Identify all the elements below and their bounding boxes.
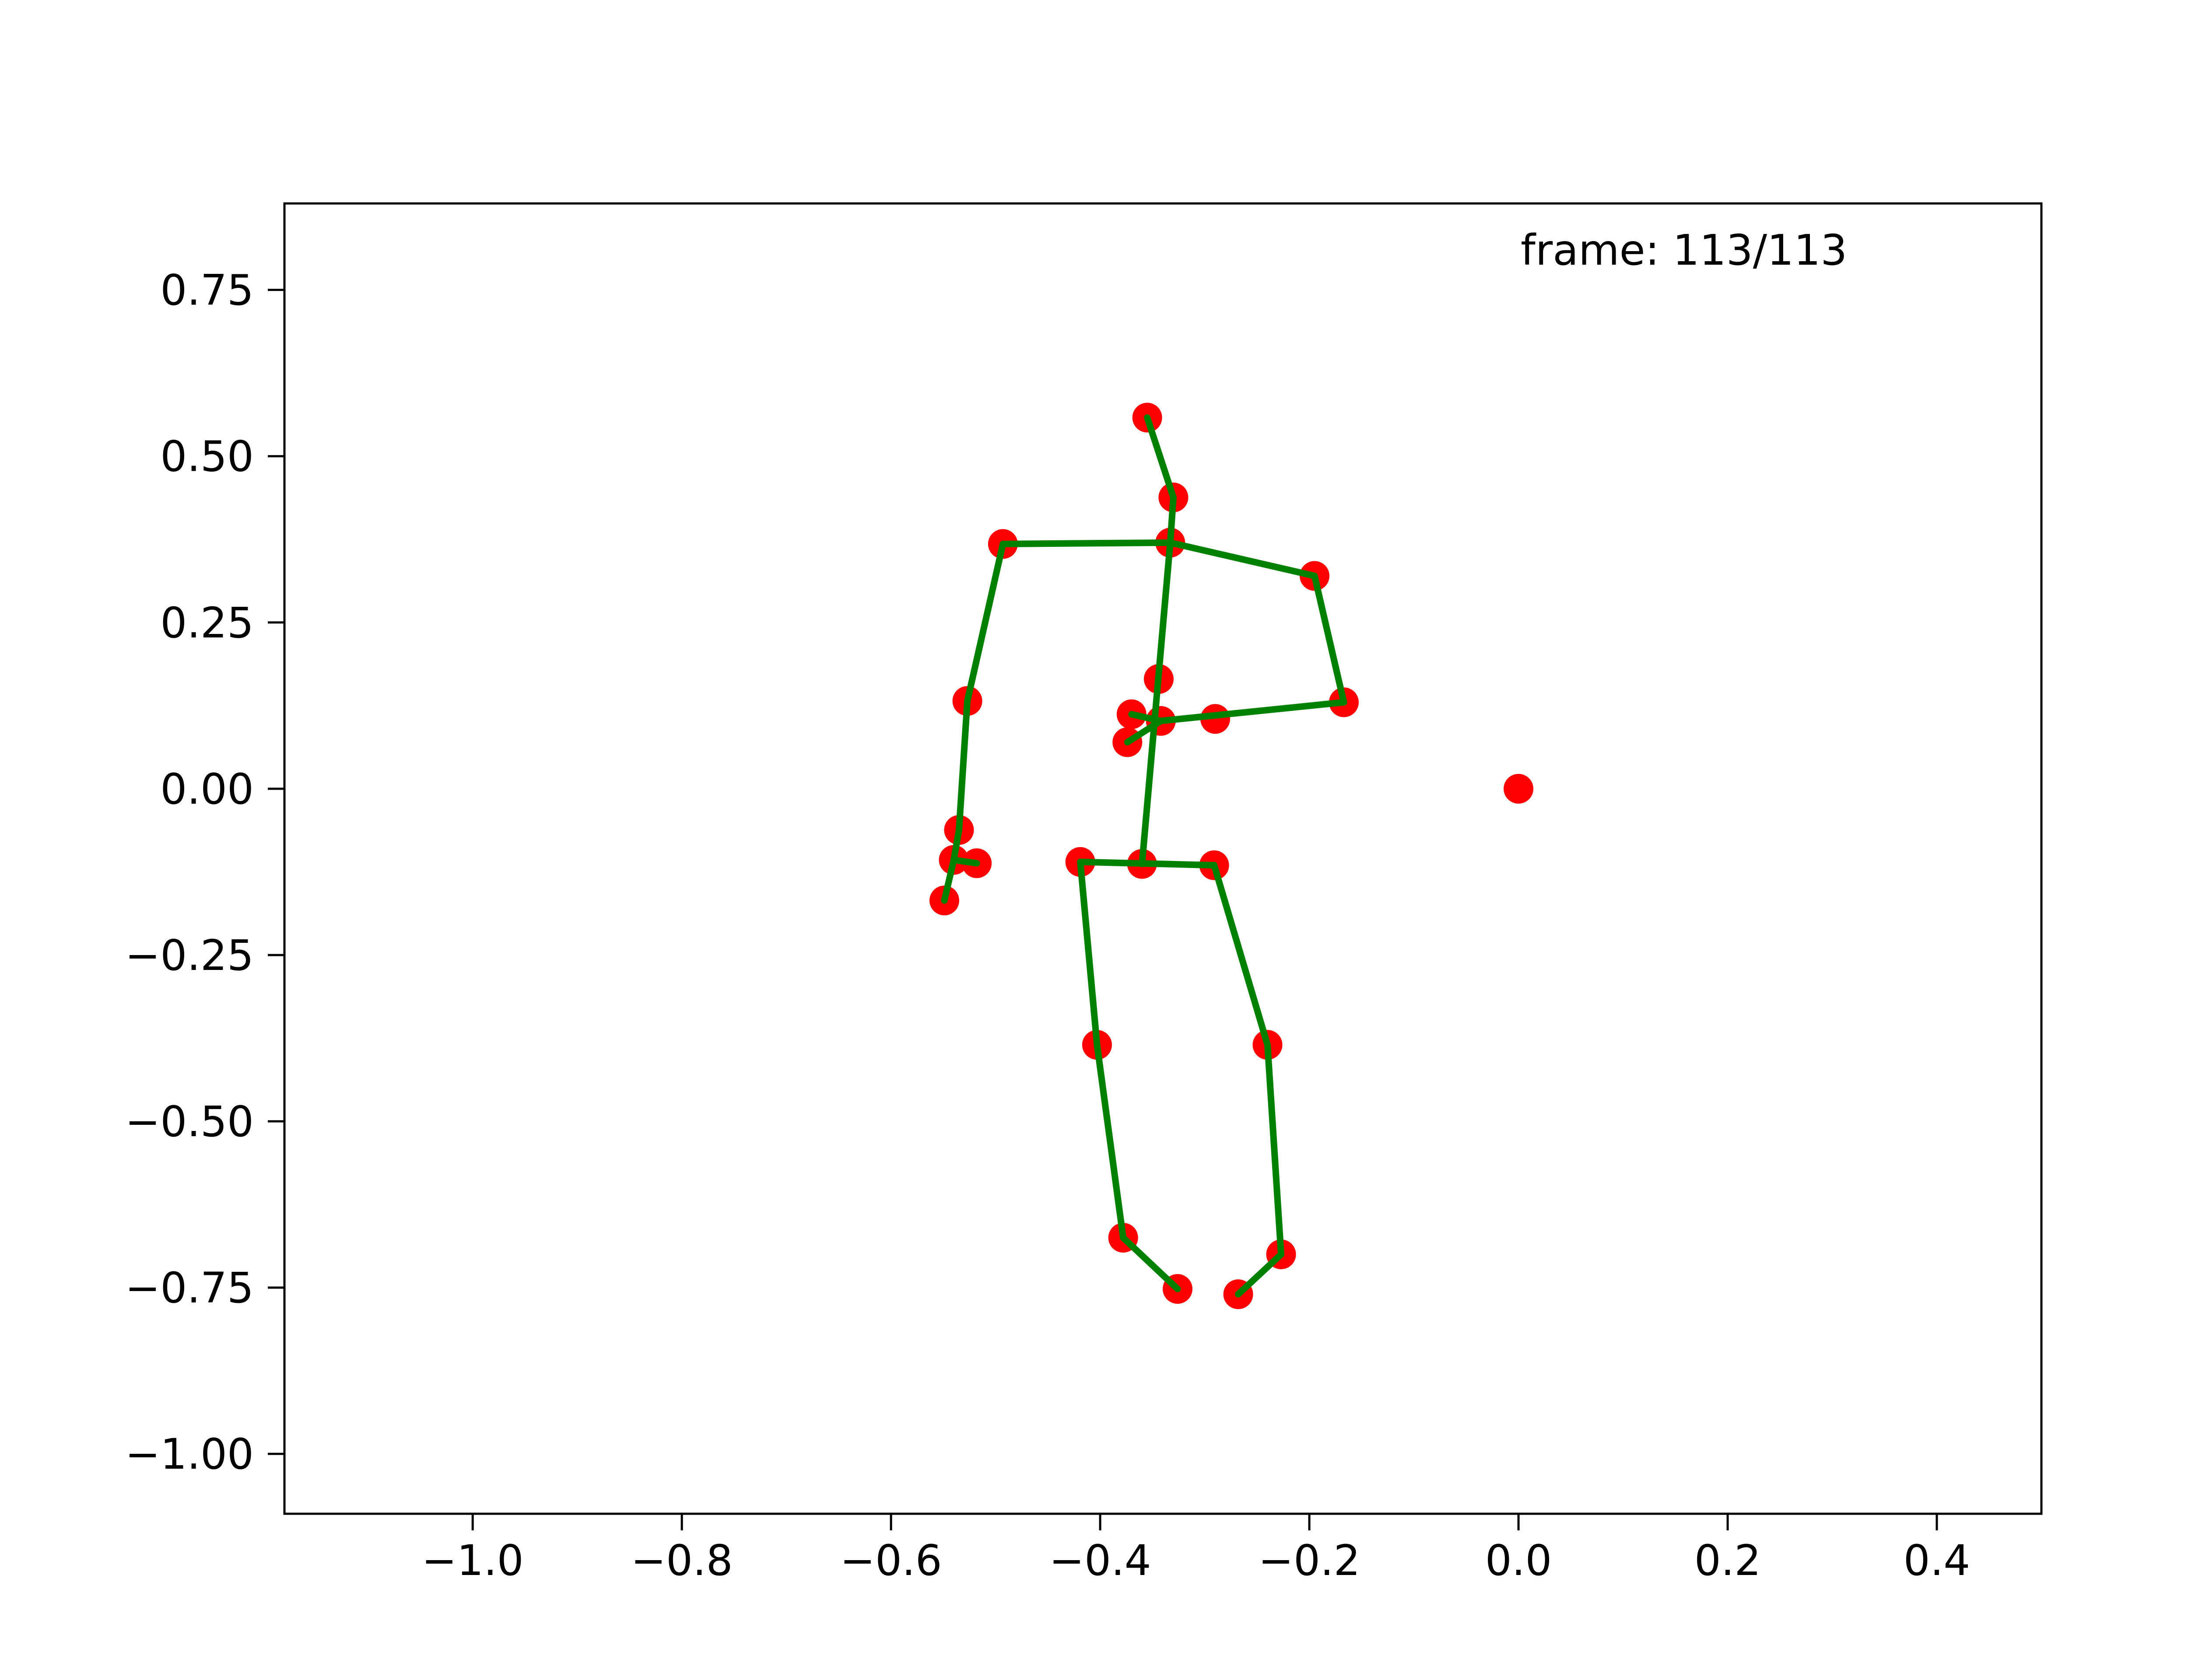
skeleton-bone	[1235, 1251, 1285, 1298]
frame-annotation: frame: 113/113	[1521, 226, 1847, 275]
skeleton-bone	[1144, 414, 1177, 501]
joint-point	[1504, 774, 1534, 804]
y-tick-label: 0.75	[160, 266, 254, 315]
y-tick-label: −1.00	[125, 1430, 254, 1479]
x-tick-label: −0.4	[1049, 1536, 1151, 1585]
skeleton-bone	[950, 826, 962, 864]
skeleton-bone	[1157, 699, 1347, 724]
skeleton-bones	[941, 414, 1347, 1298]
x-tick-label: −0.2	[1259, 1536, 1360, 1585]
y-tick-label: 0.50	[160, 432, 254, 481]
skeleton-bone	[1120, 1234, 1181, 1292]
x-tick-label: 0.2	[1694, 1536, 1761, 1585]
skeleton-bone	[999, 539, 1174, 547]
skeleton-bone	[1264, 1041, 1285, 1258]
x-tick-label: −0.6	[840, 1536, 942, 1585]
skeleton-bone	[941, 857, 957, 904]
skeleton-bone	[950, 857, 980, 867]
skeleton-bone	[1167, 494, 1177, 546]
skeleton-bone	[1139, 539, 1174, 868]
skeleton-bone	[964, 540, 1006, 704]
x-tick-label: −1.0	[422, 1536, 524, 1585]
x-tick-label: 0.4	[1904, 1536, 1971, 1585]
skeleton-bone	[1077, 858, 1101, 1048]
axes: −1.0 −0.8 −0.6 −0.4 −0.2 0.0 0.2 0.4 0.75 0.50 0.2…	[125, 202, 2043, 1585]
skeleton-bone	[1077, 858, 1218, 869]
skeleton-bone	[955, 697, 971, 833]
skeleton-bone	[1311, 572, 1347, 706]
y-tick-label: −0.25	[125, 931, 254, 980]
x-tick-label: −0.8	[631, 1536, 733, 1585]
y-tick-label: 0.25	[160, 598, 254, 648]
x-tick-label: 0.0	[1485, 1536, 1552, 1585]
skeleton-bone	[1211, 862, 1271, 1048]
y-tick-label: −0.50	[125, 1097, 254, 1146]
plot-frame	[283, 202, 2043, 1515]
skeleton-bone	[1094, 1041, 1127, 1241]
skeleton-bone	[1167, 539, 1318, 579]
y-tick-label: −0.75	[125, 1264, 254, 1312]
y-tick-label: 0.00	[160, 765, 254, 814]
